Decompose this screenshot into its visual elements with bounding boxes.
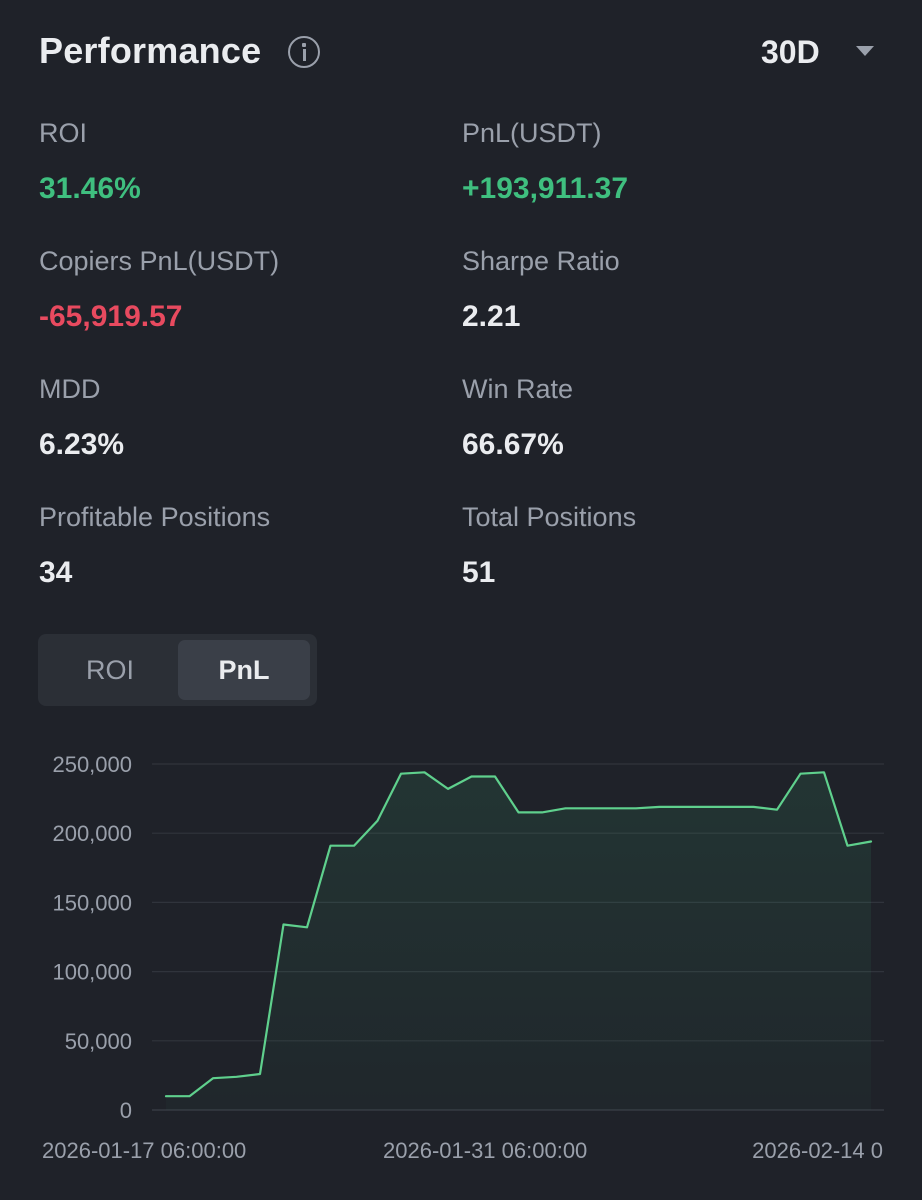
stat-value: 6.23% [39,428,125,461]
stat-profitable-positions: Profitable Positions 34 [39,502,439,612]
stat-label: ROI [39,118,88,148]
y-tick-label: 50,000 [65,1029,132,1054]
stat-mdd: MDD 6.23% [39,374,439,484]
stat-win-rate: Win Rate 66.67% [462,374,862,484]
stat-pnl: PnL(USDT) +193,911.37 [462,118,862,228]
y-tick-label: 100,000 [52,960,132,985]
stat-value: -65,919.57 [39,300,183,333]
stat-value: 31.46% [39,172,141,205]
x-tick-label: 2026-01-17 06:00:00 [42,1138,246,1163]
period-selector[interactable]: 30D [754,28,874,76]
stat-value: 34 [39,556,73,589]
stat-label: Copiers PnL(USDT) [39,246,280,276]
stat-value: +193,911.37 [462,172,629,205]
stat-value: 51 [462,556,496,589]
stat-copiers-pnl: Copiers PnL(USDT) -65,919.57 [39,246,439,356]
toggle-pnl-button[interactable]: PnL [178,640,310,700]
stat-label: MDD [39,374,101,404]
stat-total-positions: Total Positions 51 [462,502,862,612]
stat-label: PnL(USDT) [462,118,602,148]
stat-label: Total Positions [462,502,637,532]
performance-header: Performance 30D [39,28,874,78]
stat-label: Win Rate [462,374,574,404]
chart-mode-toggle: ROI PnL [38,634,317,706]
caret-down-icon [856,46,874,56]
y-tick-label: 0 [120,1098,132,1123]
period-label: 30D [761,34,820,70]
pnl-series-line [164,771,873,1098]
pnl-area [166,772,871,1110]
stat-label: Sharpe Ratio [462,246,620,276]
y-tick-label: 150,000 [52,890,132,915]
toggle-roi-button[interactable]: ROI [85,655,134,685]
x-tick-label: 2026-02-14 0 [752,1138,883,1163]
stat-value: 2.21 [462,300,521,333]
stat-roi: ROI 31.46% [39,118,439,228]
pnl-chart: 0 50,000 100,000 150,000 200,000 250,000 2026… [0,740,922,1180]
pnl-chart-svg: 0 50,000 100,000 150,000 200,000 250,000 2026… [42,752,884,1163]
info-icon[interactable] [288,36,320,68]
y-tick-label: 200,000 [52,821,132,846]
stat-sharpe-ratio: Sharpe Ratio 2.21 [462,246,862,356]
y-tick-label: 250,000 [52,752,132,777]
stat-value: 66.67% [462,428,564,461]
x-tick-label: 2026-01-31 06:00:00 [383,1138,587,1163]
page-title: Performance [39,30,262,71]
stat-label: Profitable Positions [39,502,271,532]
